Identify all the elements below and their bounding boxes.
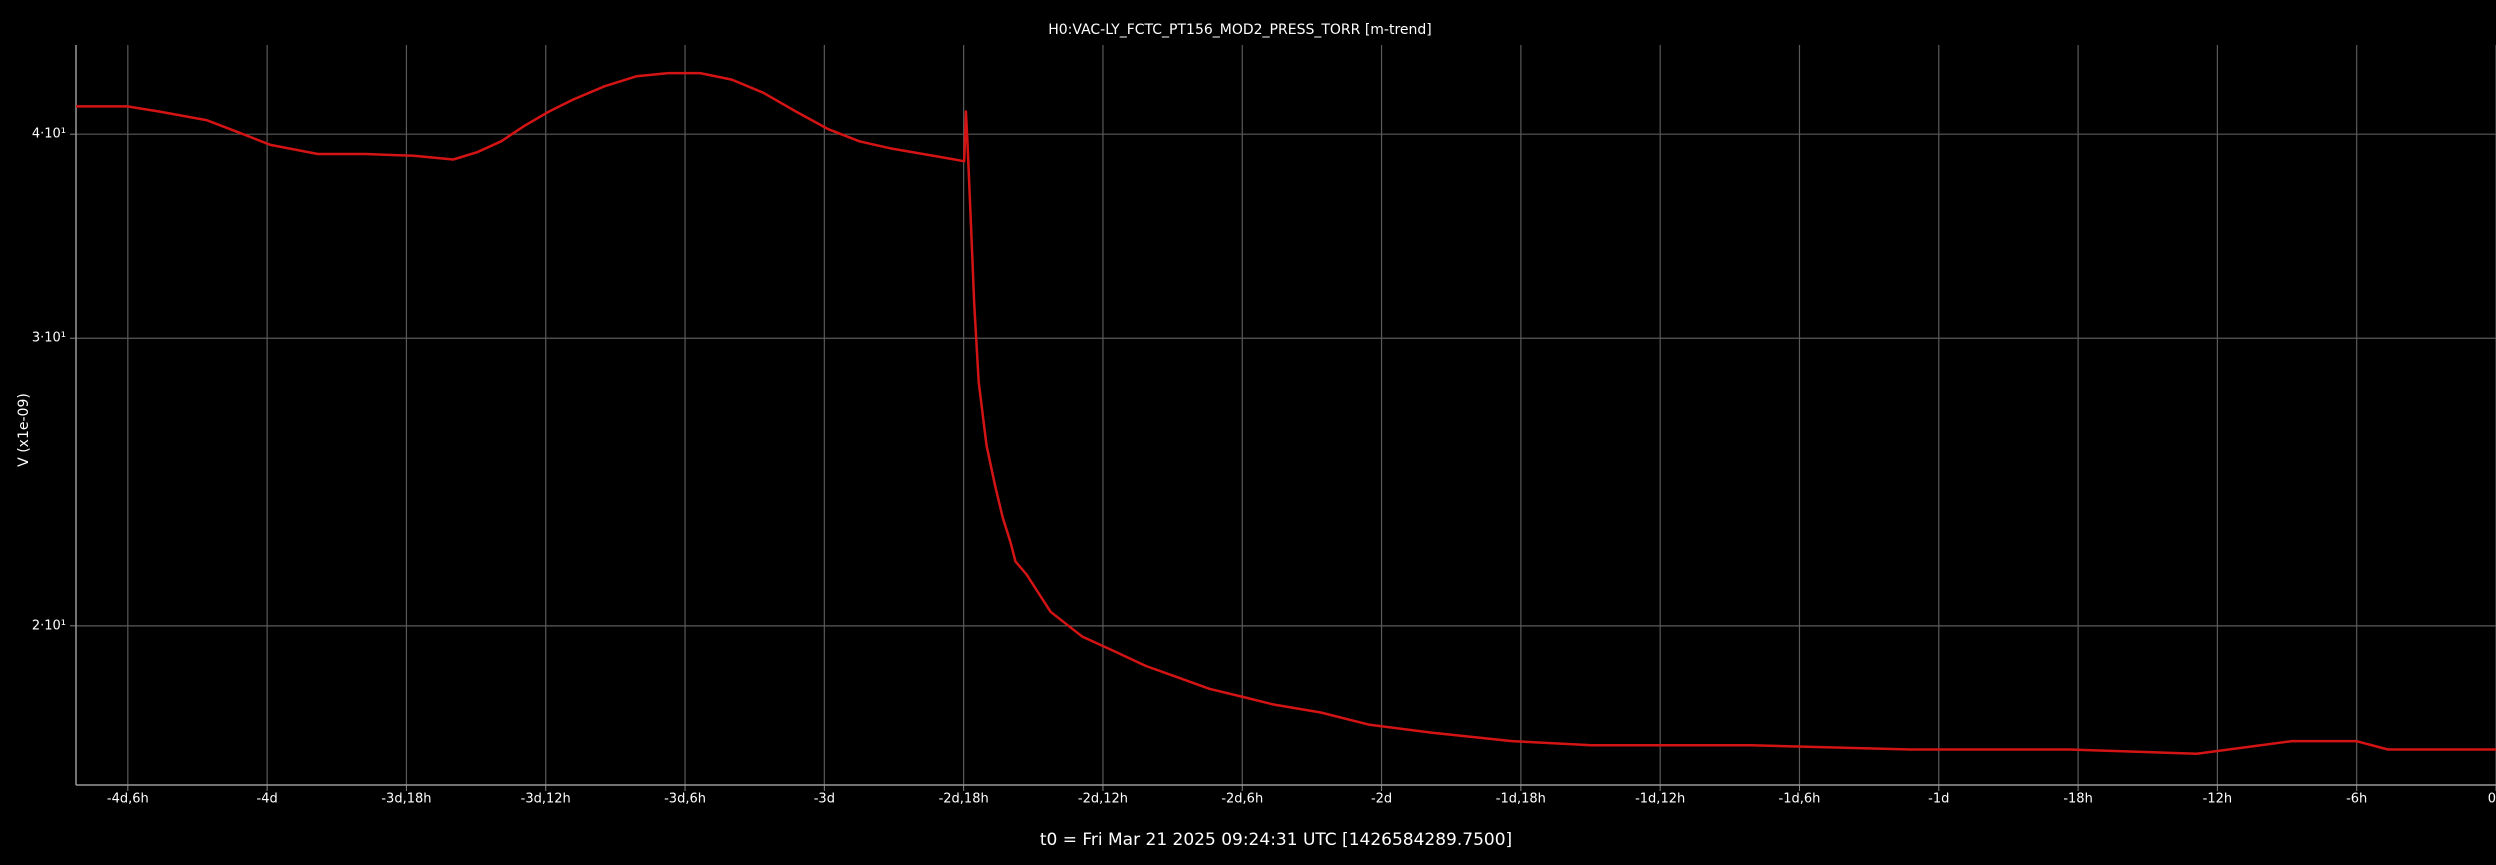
x-tick-label: -1d: [1928, 792, 1949, 807]
y-axis-label: V (x1e-09): [16, 393, 32, 467]
x-tick-label: -2d,6h: [1221, 792, 1263, 807]
x-tick-label: -3d,12h: [521, 792, 571, 807]
y-tick-label: 2·10¹: [32, 618, 66, 633]
x-tick-label: 0: [2488, 792, 2496, 807]
x-tick-label: -3d: [814, 792, 835, 807]
x-tick-label: -1d,6h: [1779, 792, 1821, 807]
x-tick-label: -1d,12h: [1635, 792, 1685, 807]
x-tick-label: -12h: [2203, 792, 2232, 807]
x-tick-label: -18h: [2063, 792, 2092, 807]
x-axis-label: t0 = Fri Mar 21 2025 09:24:31 UTC [14265…: [1040, 830, 1512, 850]
x-tick-label: -4d,6h: [107, 792, 149, 807]
x-tick-label: -4d: [257, 792, 278, 807]
x-tick-label: -2d: [1371, 792, 1392, 807]
x-tick-label: -2d,18h: [939, 792, 989, 807]
x-tick-label: -1d,18h: [1496, 792, 1546, 807]
x-tick-label: -3d,18h: [381, 792, 431, 807]
x-tick-label: -6h: [2346, 792, 2367, 807]
y-tick-label: 4·10¹: [32, 127, 66, 142]
data-line: [76, 71, 2496, 755]
x-tick-label: -3d,6h: [664, 792, 706, 807]
x-tick-label: -2d,12h: [1078, 792, 1128, 807]
chart-title: H0:VAC-LY_FCTC_PT156_MOD2_PRESS_TORR [m-…: [1048, 22, 1432, 38]
y-tick-label: 3·10¹: [32, 331, 66, 346]
